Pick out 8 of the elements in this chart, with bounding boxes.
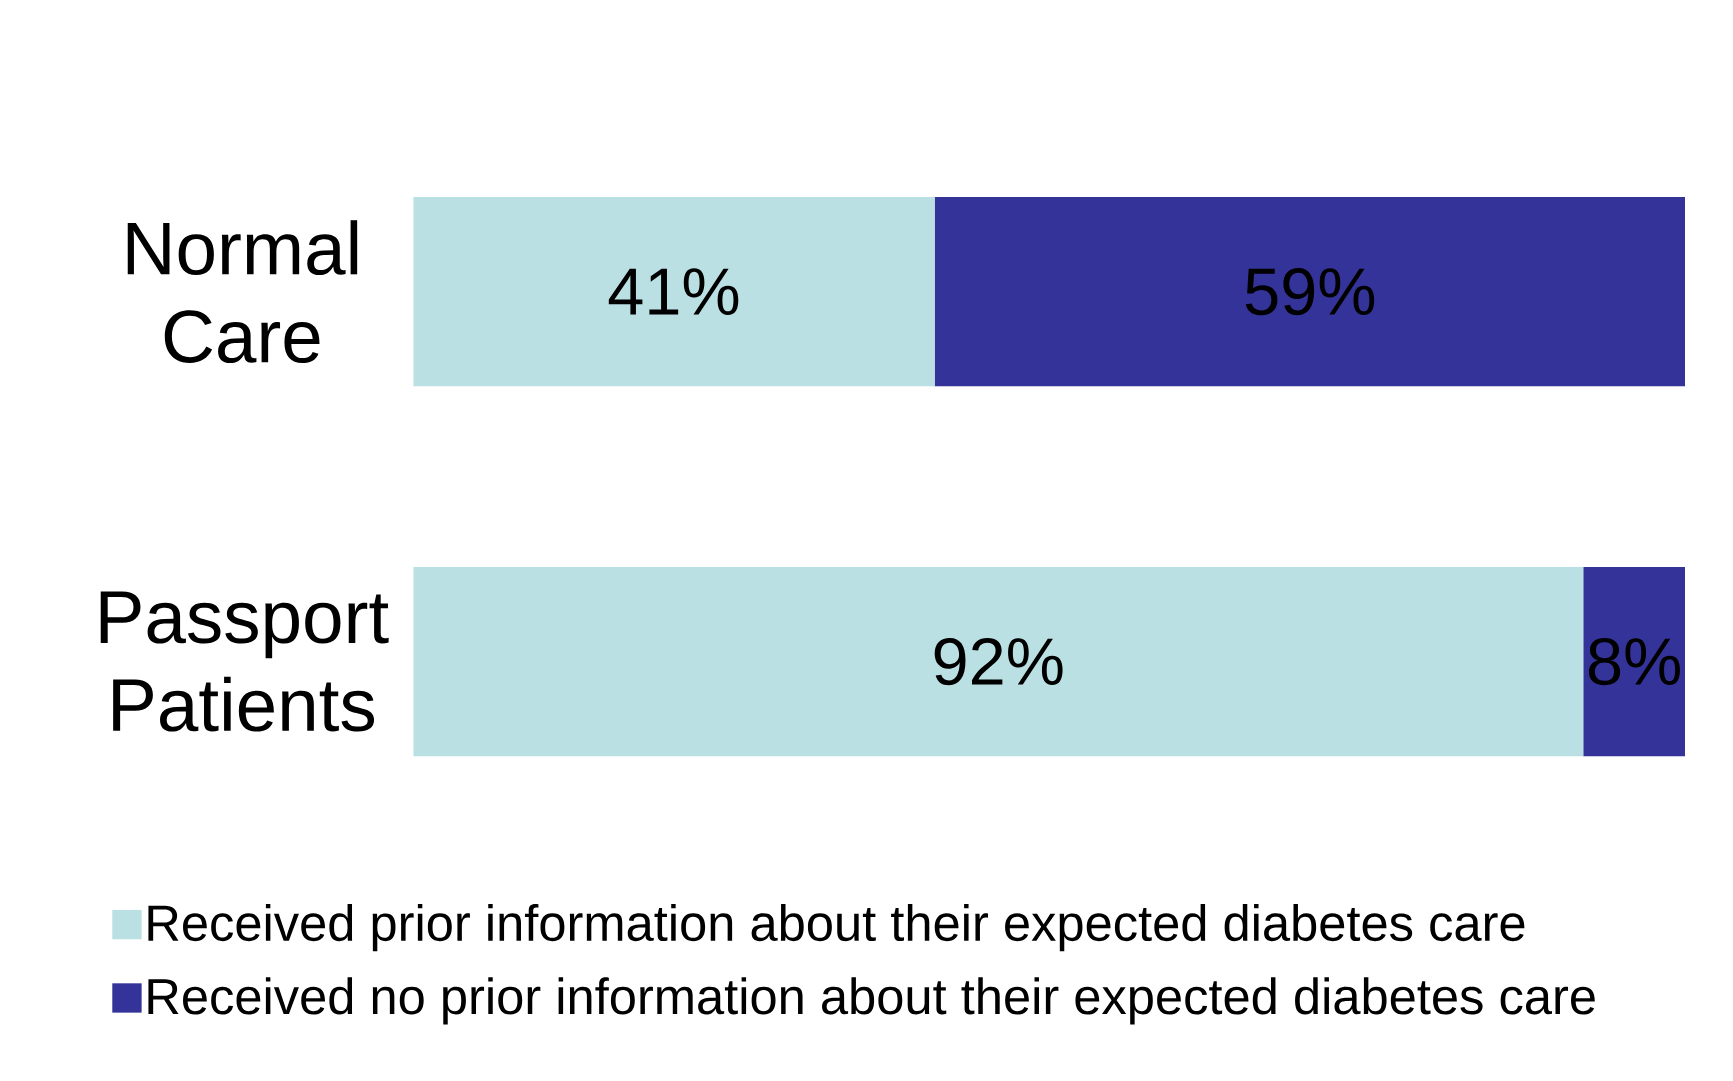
y-tick-label: Normal Care (127, 220, 358, 363)
data-label: 8% (1588, 637, 1680, 686)
legend-label: Received no prior information about their expected diabetes care (148, 977, 1595, 1025)
legend-label: Received prior information about their expected diabetes care (148, 903, 1525, 952)
data-label: 41% (608, 268, 739, 315)
y-tick-label: Passport Patients (100, 591, 389, 732)
data-label: 59% (1245, 267, 1375, 316)
data-label: 92% (934, 637, 1063, 686)
